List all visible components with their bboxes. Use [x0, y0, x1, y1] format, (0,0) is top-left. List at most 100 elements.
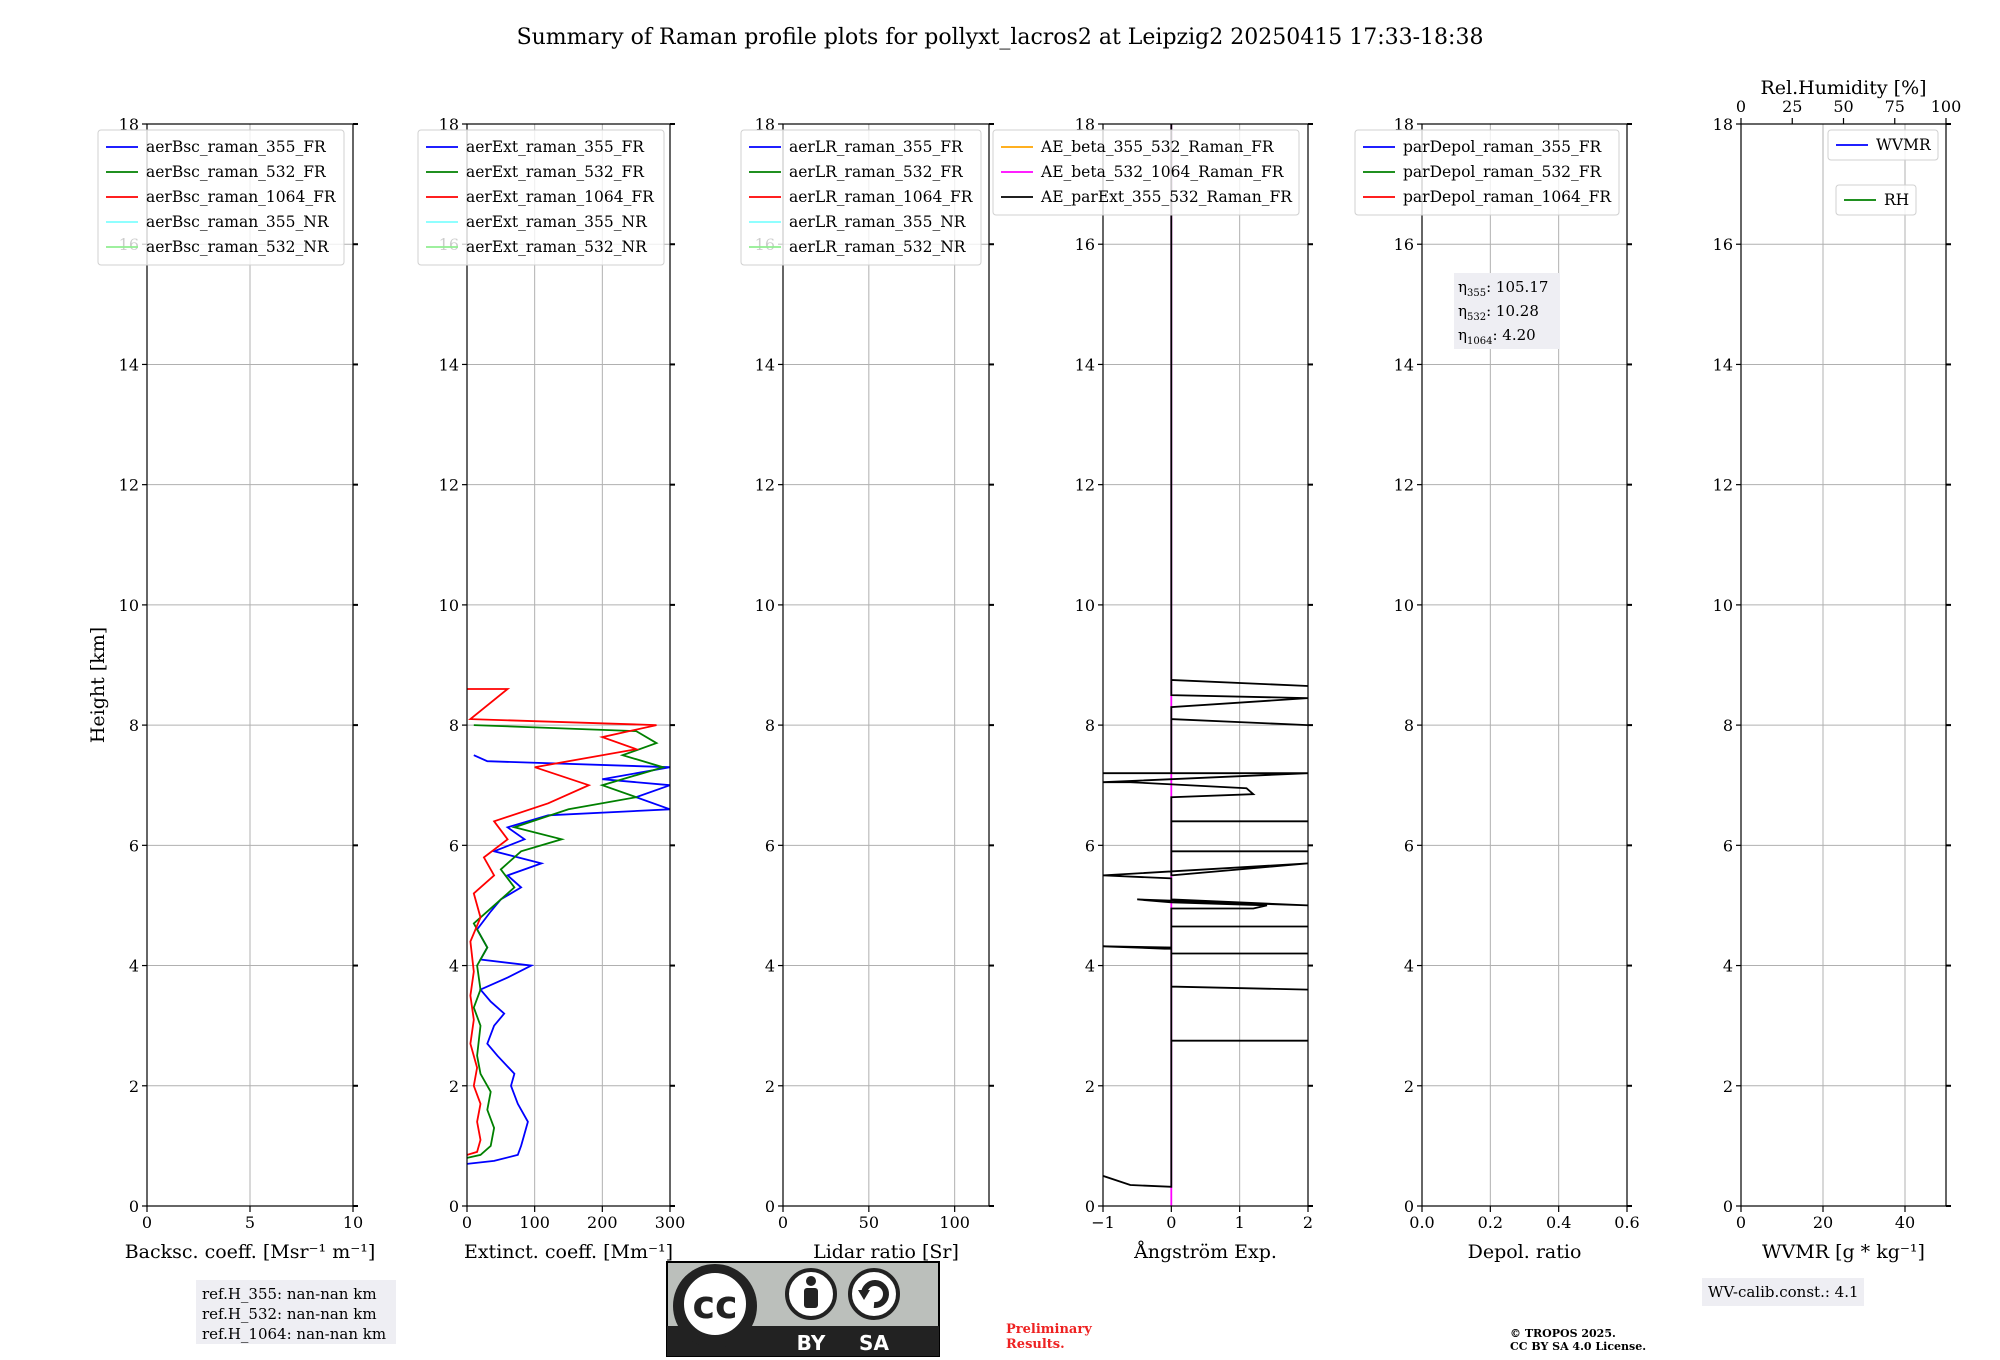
y-tick-label: 12 — [439, 476, 459, 495]
y-tick-label: 6 — [1085, 836, 1095, 855]
refh-line-1: ref.H_355: nan-nan km — [202, 1285, 377, 1303]
x-tick-label: −1 — [1091, 1213, 1115, 1232]
cc-circle-icon — [678, 1267, 752, 1341]
series-line-aerExt_raman_355_FR — [467, 754, 670, 1165]
y-tick-label: 10 — [1075, 596, 1095, 615]
x-tick-label: 1 — [1235, 1213, 1245, 1232]
y-tick-label: 4 — [765, 957, 775, 976]
y-tick-label: 0 — [1723, 1197, 1733, 1216]
legend-entry-aerExt_raman_532_NR: aerExt_raman_532_NR — [466, 238, 648, 256]
y-tick-label: 6 — [449, 836, 459, 855]
legend: aerLR_raman_355_FR aerLR_raman_532_FR aerL… — [740, 129, 982, 266]
x-axis-label: Lidar ratio [Sr] — [813, 1241, 959, 1263]
legend-entry-AE_parExt_355_532_Raman_FR: AE_parExt_355_532_Raman_FR — [1040, 188, 1293, 206]
x-tick-label: 100 — [939, 1213, 970, 1232]
x-tick-label: 0 — [1736, 1213, 1746, 1232]
legend: WVMR RH — [1827, 129, 1939, 216]
y-axis-label: Height [km] — [87, 627, 109, 743]
y-tick-label: 10 — [755, 596, 775, 615]
series-line-aerExt_raman_1064_FR — [467, 688, 657, 1156]
figure-title: Summary of Raman profile plots for polly… — [517, 25, 1484, 50]
x-tick-label: 50 — [859, 1213, 879, 1232]
y-tick-label: 18 — [1713, 115, 1733, 134]
y-tick-label: 18 — [439, 115, 459, 134]
x-tick-label: 0.0 — [1409, 1213, 1434, 1232]
axes-frame — [466, 123, 671, 1207]
eta-annotation: η355: 105.17 η532: 10.28 η1064: 4.20 — [1454, 273, 1560, 349]
sa-share-icon — [848, 1268, 900, 1320]
y-tick-label: 14 — [1075, 355, 1095, 374]
cc-text: cc — [692, 1283, 737, 1327]
wv-calib-text: WV-calib.const.: 4.1 — [1708, 1283, 1859, 1301]
refh-line-3: ref.H_1064: nan-nan km — [202, 1325, 386, 1343]
legend-entry-aerLR_raman_1064_FR: aerLR_raman_1064_FR — [789, 188, 974, 206]
y-tick-label: 12 — [119, 476, 139, 495]
y-tick-label: 8 — [1404, 716, 1414, 735]
top-x-tick-label: 100 — [1931, 97, 1962, 116]
y-tick-label: 2 — [1085, 1077, 1095, 1096]
top-x-tick-label: 25 — [1782, 97, 1802, 116]
y-tick-label: 8 — [765, 716, 775, 735]
series-line-aerExt_raman_532_FR — [467, 724, 667, 1159]
y-tick-label: 2 — [129, 1077, 139, 1096]
x-tick-label: 0 — [778, 1213, 788, 1232]
y-tick-label: 4 — [1085, 957, 1095, 976]
eta-1064: η1064: 4.20 — [1458, 326, 1536, 347]
legend-entry-aerBsc_raman_1064_FR: aerBsc_raman_1064_FR — [146, 188, 337, 206]
preliminary-line-2: Results. — [1006, 1337, 1065, 1352]
x-axis-label: Ångström Exp. — [1133, 1241, 1277, 1263]
preliminary-line-1: Preliminary — [1006, 1322, 1092, 1337]
refh-line-2: ref.H_532: nan-nan km — [202, 1305, 377, 1323]
y-tick-label: 6 — [1723, 836, 1733, 855]
top-x-tick-label: 75 — [1885, 97, 1905, 116]
x-tick-label: 0.4 — [1546, 1213, 1571, 1232]
y-tick-label: 18 — [755, 115, 775, 134]
eta-355: η355: 105.17 — [1458, 278, 1548, 299]
panel-1: 0246810121416180510Backsc. coeff. [Msr⁻¹… — [97, 115, 376, 1263]
legend: aerExt_raman_355_FR aerExt_raman_532_FRae… — [417, 129, 665, 266]
sa-text: SA — [859, 1331, 889, 1355]
axes-frame — [1102, 123, 1309, 1207]
axes-frame — [1421, 123, 1628, 1207]
y-tick-label: 18 — [1394, 115, 1414, 134]
x-tick-label: 200 — [587, 1213, 618, 1232]
panel-2: 0246810121416180100200300Extinct. coeff.… — [417, 115, 686, 1263]
legend-entry-aerBsc_raman_532_FR: aerBsc_raman_532_FR — [146, 163, 327, 181]
x-tick-label: 300 — [655, 1213, 686, 1232]
legend-entry-aerLR_raman_355_FR: aerLR_raman_355_FR — [789, 138, 964, 156]
y-tick-label: 0 — [129, 1197, 139, 1216]
eta-532: η532: 10.28 — [1458, 302, 1539, 323]
legend-entry-AE_beta_355_532_Raman_FR: AE_beta_355_532_Raman_FR — [1040, 138, 1275, 156]
x-tick-label: 0 — [1166, 1213, 1176, 1232]
panels: 0246810121416180510Backsc. coeff. [Msr⁻¹… — [97, 77, 1962, 1263]
series-line-AE_parExt_355_532_Raman_FR — [1103, 124, 1308, 1188]
y-tick-label: 6 — [765, 836, 775, 855]
y-tick-label: 14 — [119, 355, 139, 374]
cc-license-logo: cc BY SA — [666, 1261, 940, 1357]
legend-entry-AE_beta_532_1064_Raman_FR: AE_beta_532_1064_Raman_FR — [1040, 163, 1285, 181]
legend-entry-aerExt_raman_355_FR: aerExt_raman_355_FR — [466, 138, 645, 156]
series-lines — [467, 688, 670, 1165]
legend: aerBsc_raman_355_FR aerBsc_raman_532_FRae… — [97, 129, 345, 266]
y-tick-label: 12 — [1075, 476, 1095, 495]
legend-entry-aerLR_raman_532_FR: aerLR_raman_532_FR — [789, 163, 964, 181]
legend-entry-RH: RH — [1884, 191, 1909, 209]
x-tick-label: 40 — [1895, 1213, 1915, 1232]
y-tick-label: 0 — [1404, 1197, 1414, 1216]
y-tick-label: 0 — [1085, 1197, 1095, 1216]
y-tick-label: 8 — [1085, 716, 1095, 735]
axes-frame — [782, 123, 990, 1207]
y-tick-label: 14 — [439, 355, 459, 374]
legend-entry-aerBsc_raman_355_NR: aerBsc_raman_355_NR — [146, 213, 330, 231]
legend-entry-aerBsc_raman_532_NR: aerBsc_raman_532_NR — [146, 238, 330, 256]
top-x-tick-label: 50 — [1833, 97, 1853, 116]
x-tick-label: 100 — [519, 1213, 550, 1232]
panel-3: 024681012141618050100Lidar ratio [Sr]aer… — [740, 115, 994, 1263]
y-tick-label: 14 — [755, 355, 775, 374]
legend-entry-parDepol_raman_532_FR: parDepol_raman_532_FR — [1403, 163, 1603, 181]
y-tick-label: 12 — [1394, 476, 1414, 495]
copyright-line-1: © TROPOS 2025. — [1510, 1327, 1616, 1340]
x-axis-label: Backsc. coeff. [Msr⁻¹ m⁻¹] — [125, 1241, 376, 1263]
y-tick-label: 6 — [1404, 836, 1414, 855]
